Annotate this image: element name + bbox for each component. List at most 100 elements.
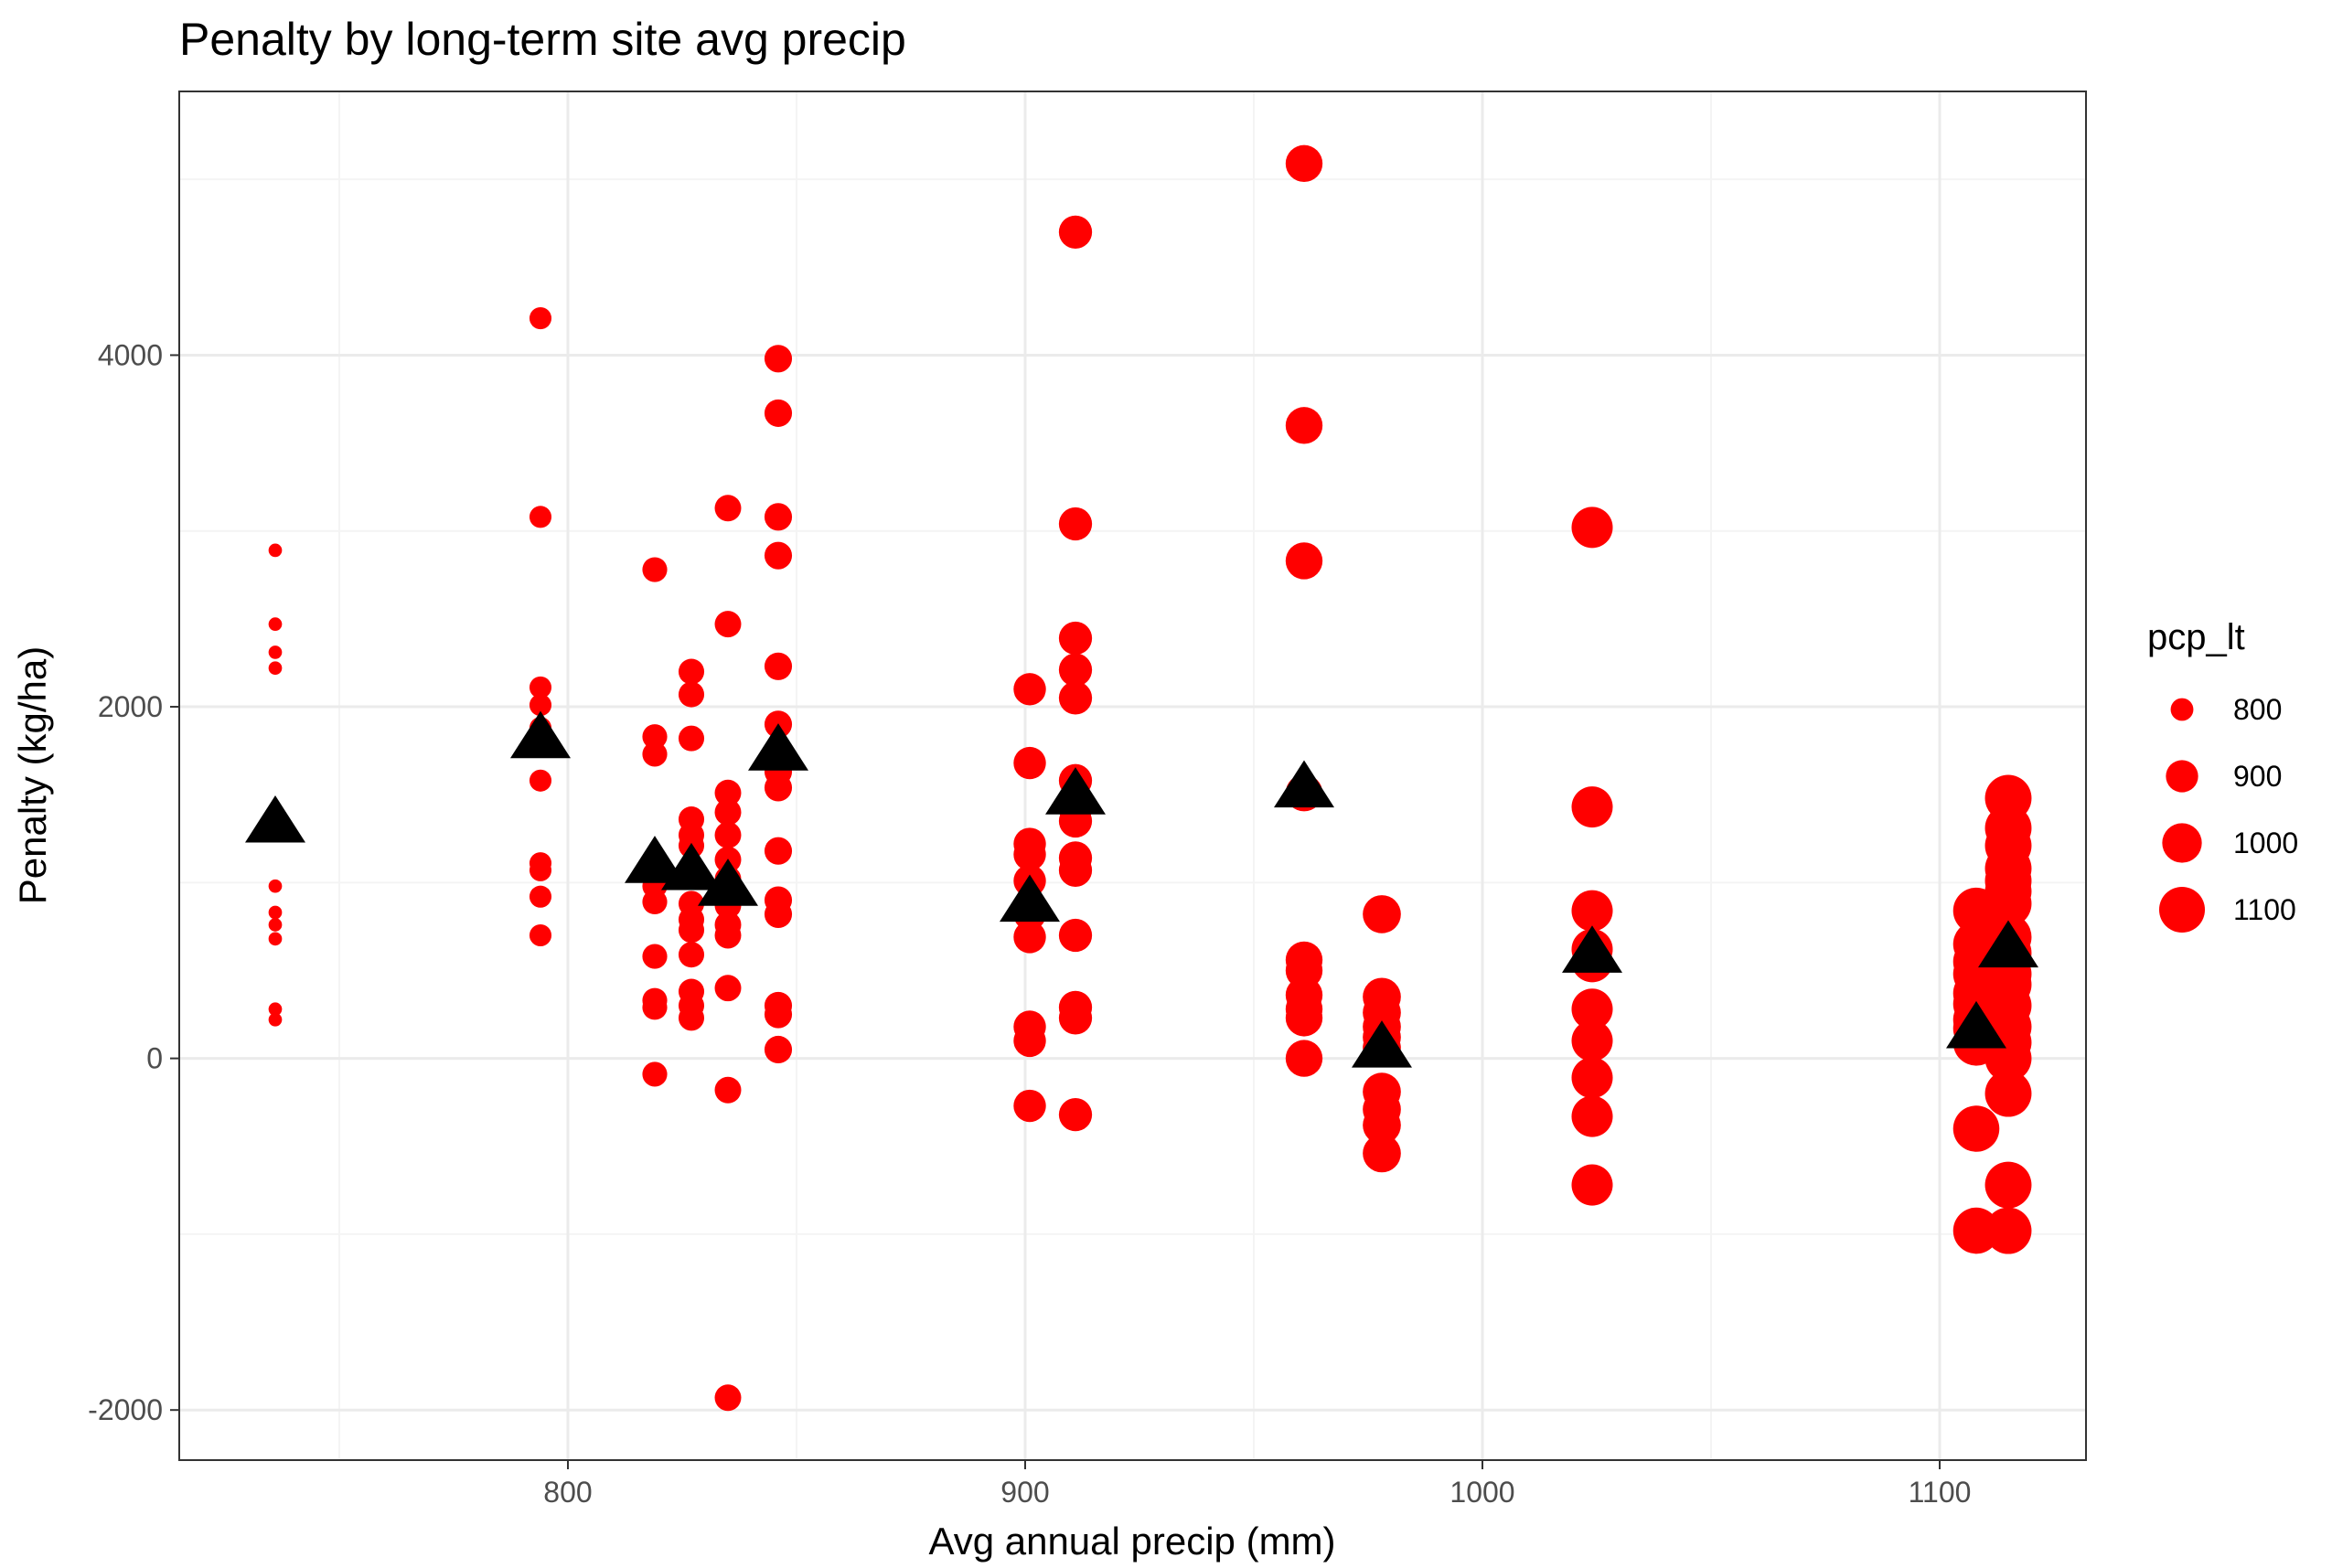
legend-key bbox=[2166, 760, 2198, 793]
y-tick-label: 4000 bbox=[98, 338, 163, 371]
legend-label: 900 bbox=[2233, 760, 2282, 793]
data-point bbox=[529, 923, 552, 947]
data-point bbox=[764, 837, 793, 865]
y-tick-label: 0 bbox=[146, 1042, 163, 1075]
data-point bbox=[268, 1002, 283, 1017]
y-axis: -2000 0 2000 4000 bbox=[88, 338, 179, 1426]
data-point bbox=[1058, 215, 1093, 249]
data-point bbox=[1571, 1095, 1613, 1137]
data-point bbox=[678, 942, 705, 968]
data-point bbox=[1363, 1105, 1401, 1145]
data-point bbox=[1013, 1024, 1046, 1058]
data-point bbox=[1952, 1207, 2000, 1254]
data-point bbox=[764, 900, 793, 928]
data-point bbox=[714, 975, 742, 1002]
data-point bbox=[529, 506, 552, 528]
data-point bbox=[1571, 1057, 1613, 1099]
data-point bbox=[1013, 673, 1046, 706]
data-point bbox=[1571, 988, 1613, 1030]
mean-marker bbox=[1352, 1020, 1412, 1068]
plot-panel bbox=[178, 91, 2087, 1461]
data-point bbox=[1984, 1161, 2032, 1209]
x-axis: 800 900 1000 1100 bbox=[543, 1460, 1971, 1509]
mean-marker bbox=[1562, 925, 1622, 973]
data-point bbox=[764, 652, 793, 680]
data-point bbox=[1571, 890, 1613, 932]
data-point bbox=[529, 859, 552, 881]
data-point bbox=[678, 725, 705, 752]
y-tick-label: 2000 bbox=[98, 690, 163, 723]
data-point bbox=[642, 944, 668, 969]
data-point bbox=[529, 885, 552, 908]
x-tick-label: 900 bbox=[1000, 1476, 1049, 1509]
data-point bbox=[1285, 1040, 1323, 1077]
data-point bbox=[642, 889, 668, 915]
data-point bbox=[1285, 999, 1323, 1037]
data-point bbox=[1058, 853, 1093, 887]
data-point bbox=[1984, 1070, 2032, 1117]
y-axis-title: Penalty (kg/ha) bbox=[11, 646, 54, 904]
data-point bbox=[1058, 653, 1093, 687]
x-axis-title: Avg annual precip (mm) bbox=[928, 1520, 1335, 1563]
data-point bbox=[1571, 1019, 1613, 1061]
data-point bbox=[714, 1384, 742, 1412]
data-point bbox=[642, 557, 668, 582]
mean-marker bbox=[510, 710, 571, 759]
data-point bbox=[642, 995, 668, 1020]
x-tick-label: 1000 bbox=[1449, 1476, 1514, 1509]
legend-key bbox=[2162, 823, 2202, 863]
mean-marker bbox=[748, 723, 808, 771]
data-point bbox=[714, 922, 742, 949]
mean-marker bbox=[698, 859, 758, 906]
mean-marker bbox=[245, 795, 305, 843]
legend-label: 1100 bbox=[2233, 893, 2296, 926]
data-point bbox=[764, 503, 793, 531]
data-point bbox=[1984, 1207, 2032, 1254]
legend-label: 800 bbox=[2233, 693, 2282, 726]
data-point bbox=[678, 917, 705, 944]
legend-label: 1000 bbox=[2233, 827, 2298, 859]
data-point bbox=[642, 724, 668, 750]
data-point bbox=[714, 611, 742, 638]
data-point bbox=[764, 1035, 793, 1064]
data-point bbox=[1058, 1001, 1093, 1035]
mean-marker bbox=[625, 836, 685, 883]
data-point bbox=[1013, 1089, 1046, 1123]
data-point bbox=[268, 879, 283, 893]
data-point bbox=[529, 769, 552, 792]
legend-title: pcp_lt bbox=[2147, 617, 2245, 657]
data-point bbox=[1363, 1134, 1401, 1173]
data-point bbox=[1058, 1098, 1093, 1132]
data-point bbox=[268, 617, 283, 631]
data-point bbox=[268, 661, 283, 676]
data-point bbox=[268, 645, 283, 659]
mean-marker bbox=[1045, 767, 1106, 815]
chart-title: Penalty by long-term site avg precip bbox=[179, 14, 906, 65]
data-point bbox=[1984, 880, 2032, 927]
mean-marker bbox=[1274, 760, 1334, 808]
data-point bbox=[1285, 144, 1323, 183]
data-point bbox=[529, 676, 552, 699]
data-point bbox=[268, 1012, 283, 1027]
data-point bbox=[268, 543, 283, 558]
mean-marker bbox=[1946, 1000, 2006, 1049]
y-tick-label: -2000 bbox=[88, 1393, 163, 1426]
data-point bbox=[714, 1076, 742, 1104]
data-point bbox=[1058, 621, 1093, 656]
mean-markers bbox=[245, 710, 2038, 1068]
data-point bbox=[1013, 837, 1046, 871]
data-point bbox=[1285, 407, 1323, 444]
data-point bbox=[1013, 746, 1046, 780]
data-point bbox=[642, 741, 668, 767]
data-point bbox=[1013, 921, 1046, 954]
data-point bbox=[764, 345, 793, 373]
data-point bbox=[678, 681, 705, 708]
data-point bbox=[764, 399, 793, 427]
mean-marker bbox=[1000, 874, 1060, 923]
data-point bbox=[1058, 681, 1093, 715]
panel-background bbox=[179, 91, 2086, 1460]
data-point bbox=[642, 1061, 668, 1087]
data-point bbox=[1952, 1105, 2000, 1152]
data-point bbox=[714, 798, 742, 826]
data-point bbox=[764, 1000, 793, 1029]
